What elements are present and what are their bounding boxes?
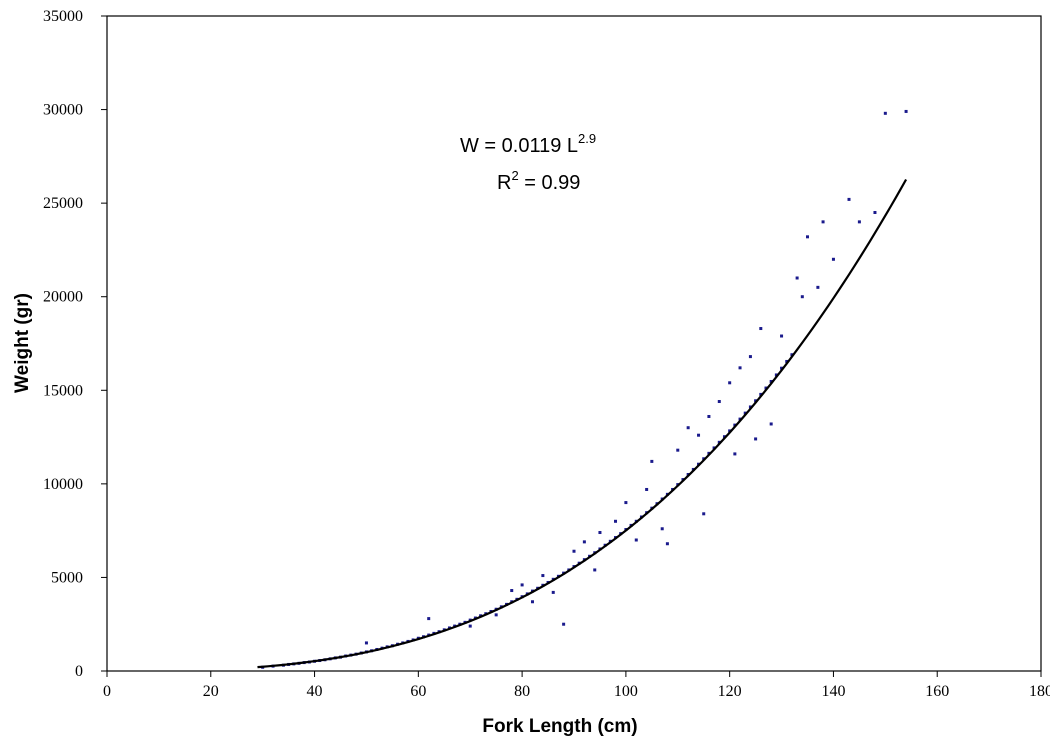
r-squared-exponent: 2 <box>511 168 518 183</box>
y-axis-ticks: 0 5000 10000 15000 20000 25000 30000 35000 <box>43 8 107 680</box>
data-point <box>759 392 763 396</box>
data-point <box>759 327 763 331</box>
trendline <box>257 178 908 669</box>
data-point <box>702 512 706 516</box>
data-point <box>572 549 576 553</box>
data-point <box>686 426 690 430</box>
equation-text: W = 0.0119 L <box>460 135 578 157</box>
r-squared-annotation: R2 = 0.99 <box>497 168 580 194</box>
data-point <box>790 353 794 357</box>
data-point <box>728 429 732 433</box>
y-tick-label: 0 <box>75 663 83 680</box>
data-point <box>427 617 431 621</box>
data-point <box>754 437 758 441</box>
data-point <box>831 257 835 261</box>
data-point <box>510 589 514 593</box>
data-point <box>562 622 566 626</box>
data-point <box>665 542 669 546</box>
x-tick-label: 0 <box>103 683 111 700</box>
data-point <box>816 285 820 289</box>
equation-exponent: 2.9 <box>578 131 596 146</box>
data-point <box>551 590 555 594</box>
y-tick-label: 30000 <box>43 102 83 119</box>
data-point <box>707 414 711 418</box>
y-tick-label: 25000 <box>43 195 83 212</box>
x-axis-title: Fork Length (cm) <box>482 716 637 737</box>
data-point <box>494 613 498 617</box>
data-point <box>733 423 737 427</box>
data-point <box>738 417 742 421</box>
x-tick-label: 120 <box>718 683 742 700</box>
r-squared-value: = 0.99 <box>519 172 581 194</box>
data-point <box>754 399 758 403</box>
data-point <box>645 487 649 491</box>
data-point <box>717 400 721 404</box>
data-point <box>821 220 825 224</box>
data-point <box>847 197 851 201</box>
data-point <box>857 220 861 224</box>
data-point <box>676 448 680 452</box>
data-point <box>520 583 524 587</box>
y-tick-label: 10000 <box>43 476 83 493</box>
data-point <box>748 355 752 359</box>
data-point <box>800 295 804 299</box>
data-point <box>904 109 908 113</box>
data-point <box>582 540 586 544</box>
x-tick-label: 80 <box>514 683 530 700</box>
x-tick-label: 60 <box>410 683 426 700</box>
data-point <box>769 422 773 426</box>
data-point <box>774 373 778 377</box>
data-point <box>598 531 602 535</box>
data-point <box>806 235 809 239</box>
equation-annotation: W = 0.0119 L2.9 <box>460 131 596 157</box>
x-tick-label: 160 <box>925 683 949 700</box>
x-tick-label: 20 <box>203 683 219 700</box>
y-tick-label: 35000 <box>43 8 83 25</box>
data-point <box>660 527 664 531</box>
x-axis-ticks: 0 20 40 60 80 100 120 140 160 180 <box>103 671 1050 700</box>
data-point <box>624 501 628 505</box>
data-point <box>738 366 742 370</box>
plot-frame <box>106 15 1042 672</box>
data-point <box>364 641 368 645</box>
y-axis-title: Weight (gr) <box>12 293 33 393</box>
data-point <box>780 334 784 338</box>
data-point <box>748 405 752 409</box>
data-point <box>795 276 799 280</box>
y-tick-label: 15000 <box>43 382 83 399</box>
data-point <box>873 211 877 214</box>
data-point <box>697 433 701 437</box>
x-tick-label: 180 <box>1029 683 1050 700</box>
r-squared-label: R <box>497 172 511 194</box>
data-point <box>728 381 732 385</box>
data-point <box>780 366 784 370</box>
data-point <box>785 359 789 363</box>
data-point <box>883 111 887 115</box>
data-point <box>743 411 747 415</box>
data-point <box>530 600 534 604</box>
data-point <box>634 538 638 542</box>
data-point <box>541 574 545 578</box>
x-tick-label: 40 <box>307 683 323 700</box>
y-tick-label: 20000 <box>43 289 83 306</box>
y-tick-label: 5000 <box>51 569 83 586</box>
data-point <box>764 386 768 390</box>
data-point <box>650 459 654 463</box>
x-tick-label: 140 <box>821 683 845 700</box>
data-point <box>769 379 773 383</box>
data-point <box>614 519 618 523</box>
x-tick-label: 100 <box>614 683 638 700</box>
data-point <box>733 452 737 456</box>
data-point <box>468 624 472 628</box>
data-point <box>593 568 597 572</box>
